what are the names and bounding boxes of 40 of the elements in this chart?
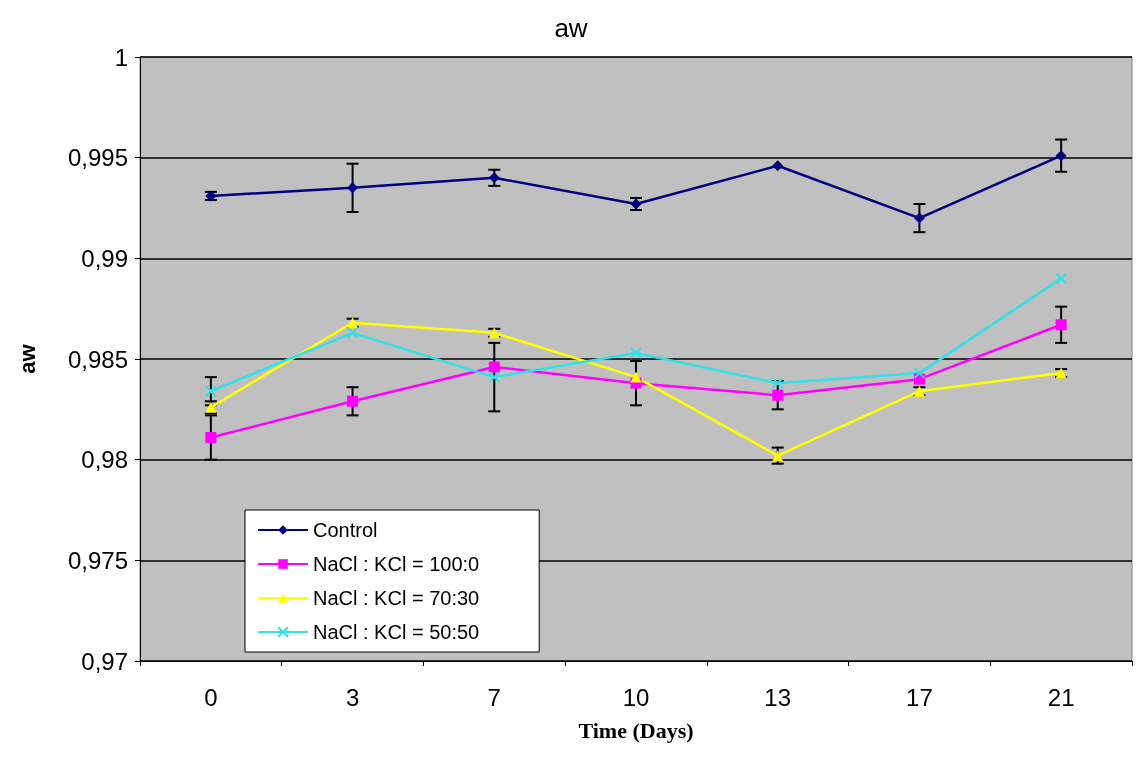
x-tick-label: 13 xyxy=(764,683,792,711)
point xyxy=(347,182,359,194)
y-tick-label: 0,975 xyxy=(67,546,128,574)
x-tick-label: 7 xyxy=(487,683,501,711)
point xyxy=(1055,272,1068,285)
y-tick-label: 0,995 xyxy=(67,144,128,172)
point xyxy=(913,367,926,380)
y-tick-label: 0,99 xyxy=(81,244,128,272)
point xyxy=(346,326,359,339)
point xyxy=(772,160,784,172)
point xyxy=(488,371,501,384)
point xyxy=(772,450,784,462)
legend-label: NaCl : KCl = 70:30 xyxy=(313,587,480,609)
y-axis-title: aw xyxy=(14,343,40,374)
point xyxy=(488,172,500,184)
y-tick-label: 1 xyxy=(114,43,128,71)
x-tick-label: 3 xyxy=(345,683,360,711)
point xyxy=(630,371,642,383)
legend-label: NaCl : KCl = 100:0 xyxy=(313,553,480,575)
x-tick-label: 17 xyxy=(906,683,933,711)
point xyxy=(488,361,500,373)
chart-title: aw xyxy=(554,13,588,43)
legend-label: Control xyxy=(313,519,378,541)
point xyxy=(1055,150,1067,162)
point xyxy=(1055,319,1067,331)
x-tick-label: 10 xyxy=(622,683,650,711)
legend-label: NaCl : KCl = 50:50 xyxy=(313,621,480,643)
x-tick-label: 0 xyxy=(204,683,218,711)
point xyxy=(772,389,784,401)
y-tick-label: 0,97 xyxy=(81,647,128,675)
y-tick-label: 0,985 xyxy=(67,345,128,373)
point xyxy=(630,346,642,359)
y-tick-label: 0,98 xyxy=(81,446,128,474)
point xyxy=(205,432,217,444)
x-tick-label: 21 xyxy=(1047,683,1075,711)
point xyxy=(347,395,359,407)
point xyxy=(771,377,784,390)
x-axis-title: Time (Days) xyxy=(578,717,694,743)
point xyxy=(204,385,217,398)
point xyxy=(913,212,925,224)
